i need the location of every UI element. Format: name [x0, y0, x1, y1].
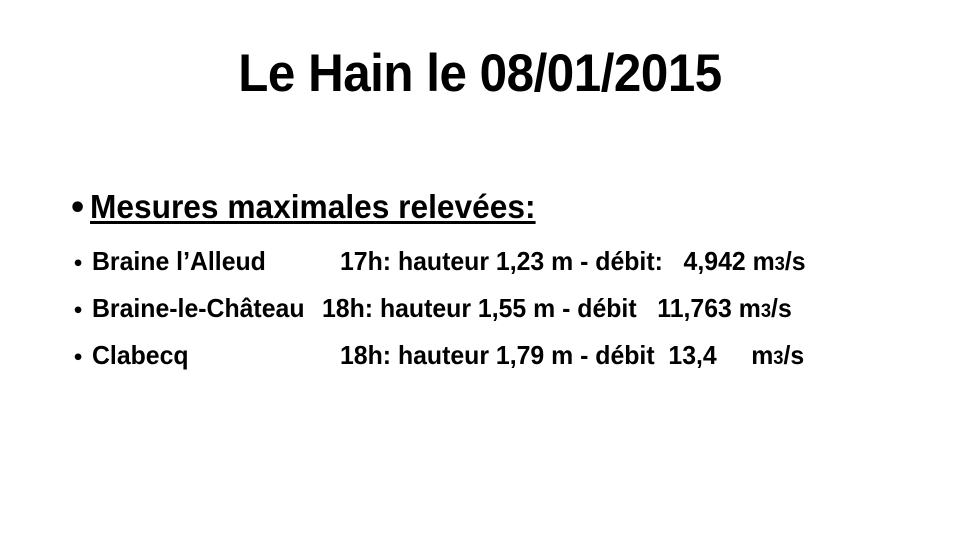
- measurement-row: • Braine l’Alleud 17h: hauteur 1,23 m - …: [66, 238, 946, 285]
- bullet-item-heading: • Mesures maximales relevées:: [66, 186, 946, 228]
- measurement-row: • Braine-le-Château 18h: hauteur 1,55 m …: [66, 285, 946, 332]
- measurement-row: • Clabecq 18h: hauteur 1,79 m - débit 13…: [66, 332, 946, 379]
- measurement-values: 18h: hauteur 1,79 m - débit 13,4 m3/s: [340, 332, 804, 382]
- measurement-detail-text: 18h: hauteur 1,79 m - débit 13,4 m: [340, 340, 774, 370]
- measurement-place-label: Braine l’Alleud: [92, 246, 266, 276]
- measurement-unit-subscript: 3: [774, 254, 785, 275]
- bullet-dot-icon: •: [72, 253, 85, 275]
- measurement-values: 18h: hauteur 1,55 m - débit 11,763 m3/s: [322, 285, 792, 335]
- measurement-detail-text: 18h: hauteur 1,55 m - débit 11,763 m: [321, 293, 761, 323]
- bullet-dot-icon: •: [68, 191, 88, 226]
- measurement-unit-subscript: 3: [773, 348, 784, 369]
- measurement-unit-suffix: /s: [783, 340, 805, 370]
- measurement-detail-text: 17h: hauteur 1,23 m - débit: 4,942 m: [340, 246, 775, 276]
- bullet-dot-icon: •: [72, 300, 85, 322]
- slide-body: • Mesures maximales relevées: • Braine l…: [66, 186, 946, 379]
- measurement-place-label: Clabecq: [92, 340, 189, 370]
- slide-title: Le Hain le 08/01/2015: [238, 44, 722, 103]
- measurement-unit-suffix: /s: [770, 293, 792, 323]
- bullet-dot-icon: •: [72, 347, 85, 369]
- measurement-values: 17h: hauteur 1,23 m - débit: 4,942 m3/s: [340, 238, 806, 288]
- measurement-unit-subscript: 3: [760, 301, 771, 322]
- measurement-place-label: Braine-le-Château: [92, 293, 305, 323]
- measurements-heading-label: Mesures maximales relevées:: [90, 188, 536, 225]
- measurement-unit-suffix: /s: [784, 246, 806, 276]
